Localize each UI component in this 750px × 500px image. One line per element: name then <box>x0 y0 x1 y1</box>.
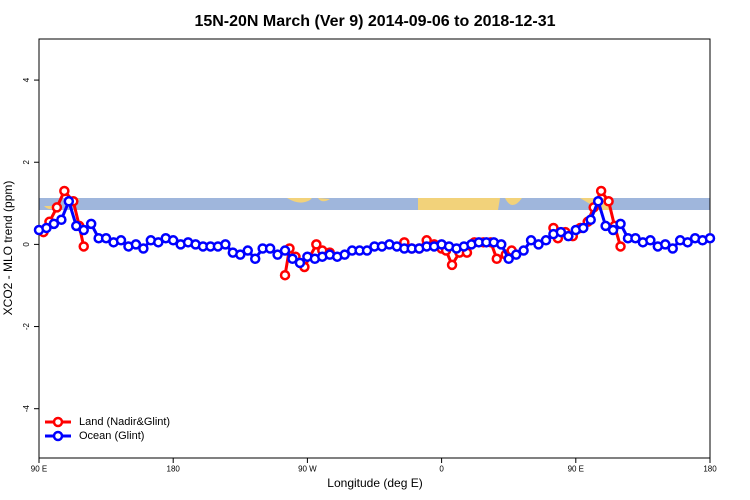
data-point <box>287 253 298 265</box>
legend-marker <box>52 416 64 428</box>
data-point <box>78 224 89 236</box>
data-point <box>518 245 529 256</box>
data-point <box>71 220 82 232</box>
data-point <box>51 202 63 213</box>
data-point <box>100 232 112 244</box>
data-point <box>48 218 60 230</box>
data-point <box>311 239 322 250</box>
y-tick-label: 4 <box>22 77 31 82</box>
data-point <box>249 253 261 265</box>
data-point <box>600 220 611 232</box>
data-point <box>595 185 607 197</box>
data-point <box>615 218 626 230</box>
data-point <box>279 245 291 256</box>
data-point <box>603 196 614 207</box>
data-point <box>533 239 544 250</box>
data-point <box>563 230 574 242</box>
data-point <box>446 259 458 271</box>
data-point <box>645 235 656 246</box>
y-tick-label: 0 <box>22 242 31 247</box>
x-tick-label: 180 <box>167 465 181 474</box>
plot-frame <box>38 38 711 459</box>
data-point <box>235 249 246 260</box>
data-point <box>667 243 678 254</box>
data-point <box>607 224 619 236</box>
data-point <box>361 245 373 256</box>
legend-label: Land (Nadir&Glint) <box>79 416 170 428</box>
data-point <box>294 257 306 269</box>
data-point <box>704 232 716 244</box>
data-point <box>115 235 127 246</box>
x-tick-label: 0 <box>439 465 444 474</box>
data-point <box>615 241 626 252</box>
legend-marker <box>52 430 64 442</box>
data-point <box>491 253 503 265</box>
data-point <box>585 214 596 225</box>
x-tick-label: 90 W <box>298 465 317 474</box>
data-point <box>503 253 514 265</box>
data-point <box>153 237 164 248</box>
x-tick-label: 90 E <box>568 465 584 474</box>
data-point <box>85 218 97 230</box>
data-point <box>138 243 149 254</box>
data-point <box>41 222 52 234</box>
map-strip <box>39 198 710 210</box>
x-tick-label: 90 E <box>31 465 47 474</box>
data-point <box>540 235 552 246</box>
data-point <box>220 239 231 250</box>
data-point <box>59 185 70 197</box>
x-axis-label: Longitude (deg E) <box>327 476 422 490</box>
data-point <box>272 249 283 260</box>
data-point <box>242 245 254 256</box>
data-point <box>63 196 75 207</box>
y-tick-label: -2 <box>22 322 31 330</box>
chart-title: 15N-20N March (Ver 9) 2014-09-06 to 2018… <box>194 13 555 30</box>
data-point <box>510 249 522 260</box>
data-point <box>630 232 641 244</box>
legend-label: Ocean (Glint) <box>79 430 144 442</box>
data-point <box>339 249 350 260</box>
data-point <box>578 222 589 234</box>
y-tick-label: 2 <box>22 159 31 164</box>
x-tick-label: 180 <box>703 465 717 474</box>
data-point <box>555 226 567 238</box>
data-point <box>279 269 291 281</box>
data-point <box>130 239 142 250</box>
y-axis-label: XCO2 - MLO trend (ppm) <box>1 181 15 316</box>
y-tick-label: -4 <box>22 405 31 413</box>
data-point <box>592 196 604 207</box>
data-point <box>78 241 89 252</box>
data-point <box>682 237 693 248</box>
data-point <box>495 239 507 250</box>
data-point <box>525 235 537 246</box>
data-point <box>264 243 276 254</box>
data-point <box>660 239 671 250</box>
data-point <box>167 235 179 246</box>
data-point <box>56 214 67 225</box>
